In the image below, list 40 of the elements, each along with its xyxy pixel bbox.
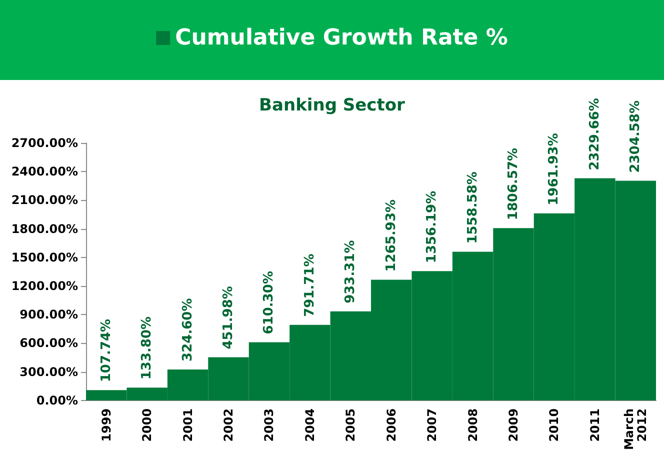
y-tick-label: 300.00% <box>20 364 78 379</box>
data-label: 1961.93% <box>546 133 562 206</box>
data-label: 1265.93% <box>384 199 399 272</box>
x-tick-label: 2004 <box>302 408 317 442</box>
x-tick-label: 2011 <box>588 408 602 442</box>
data-label: 1558.58% <box>465 172 480 244</box>
x-tick-label: 2000 <box>140 408 154 442</box>
y-tick-label: 1200.00% <box>11 278 78 293</box>
y-tick-label: 2700.00% <box>11 136 78 150</box>
y-tick-label: 2400.00% <box>11 164 78 179</box>
y-tick-label: 0.00% <box>36 393 78 408</box>
x-tick-label: March 2012 <box>622 408 650 450</box>
x-tick-label: 2009 <box>506 408 520 442</box>
data-label: 2304.58% <box>628 100 644 173</box>
data-label: 610.30% <box>262 271 277 334</box>
y-tick-label: 2100.00% <box>11 193 78 208</box>
y-tick-label: 1500.00% <box>11 250 78 264</box>
data-label: 451.98% <box>221 286 236 350</box>
x-tick-label: 2007 <box>425 408 440 442</box>
chart-title: Banking Sector <box>259 96 406 116</box>
x-tick-label: 2010 <box>547 408 562 442</box>
y-tick-label: 900.00% <box>20 308 78 322</box>
x-tick-label: 2006 <box>384 408 398 442</box>
data-label: 791.71% <box>302 254 318 317</box>
x-tick-label: 2008 <box>466 408 480 442</box>
x-tick-label: 2003 <box>262 408 276 442</box>
y-tick-label: 1800.00% <box>11 222 78 236</box>
data-label: 1806.57% <box>506 148 521 220</box>
data-label: 107.74% <box>98 318 114 382</box>
x-tick-label: 1999 <box>99 408 114 442</box>
x-tick-label: 2005 <box>344 408 358 442</box>
data-label: 133.80% <box>140 316 155 380</box>
data-label: 1356.19% <box>424 190 440 264</box>
x-tick-label: 2002 <box>222 408 236 442</box>
data-label: 933.31% <box>343 240 358 304</box>
data-label: 324.60% <box>180 298 196 362</box>
legend-label: Cumulative Growth Rate % <box>175 26 508 50</box>
x-tick-label: 2001 <box>180 408 195 442</box>
data-label: 2329.66% <box>587 98 602 170</box>
y-tick-label: 600.00% <box>20 336 78 350</box>
